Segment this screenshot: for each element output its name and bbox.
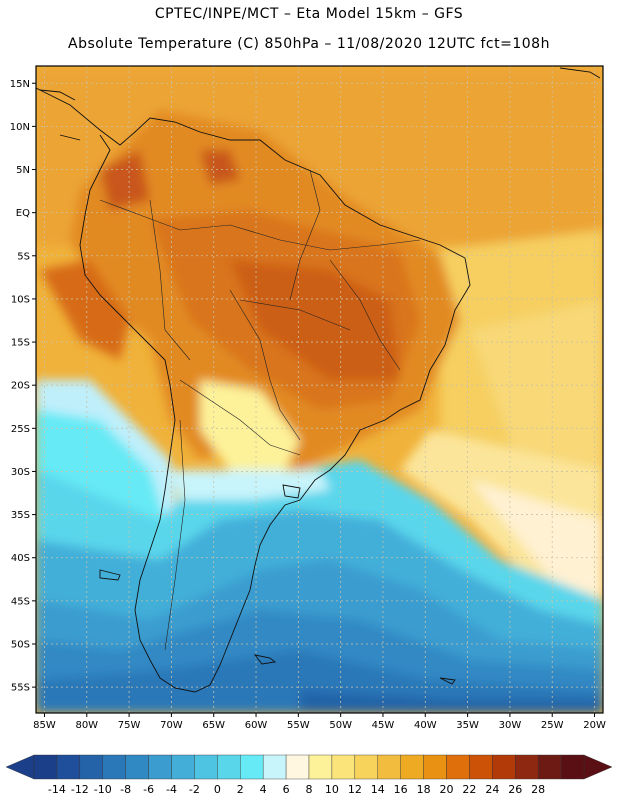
- lat-label: 10S: [11, 294, 30, 305]
- colorbar-swatch: [33, 754, 58, 780]
- lat-label: 30S: [11, 467, 30, 478]
- lon-label: 55W: [287, 720, 310, 731]
- colorbar-label: 24: [485, 783, 499, 796]
- lon-label: 85W: [33, 720, 56, 731]
- colorbar-swatch: [492, 754, 516, 780]
- colorbar-swatch: [79, 754, 103, 780]
- lon-label: 70W: [160, 720, 183, 731]
- temperature-field: [36, 66, 603, 713]
- colorbar-label: -12: [71, 783, 89, 796]
- colorbar-swatch: [515, 754, 539, 780]
- colorbar-label: 20: [440, 783, 454, 796]
- colorbar-swatch: [354, 754, 378, 780]
- colorbar-label: 14: [371, 783, 385, 796]
- lon-label: 65W: [202, 720, 225, 731]
- lat-label: EQ: [16, 208, 30, 219]
- colorbar-label: 10: [325, 783, 339, 796]
- lon-label: 30W: [499, 720, 522, 731]
- country-borders: [99, 169, 421, 651]
- coastline: [36, 67, 601, 693]
- map-title-line-1: CPTEC/INPE/MCT – Eta Model 15km – GFS: [154, 6, 464, 22]
- colorbar-label: 22: [462, 783, 476, 796]
- colorbar: -14 -12 -10 -8 -6 -4 -2 0 2 4 6 8 10 12 14 16 18 20 22 24 26…: [5, 754, 613, 796]
- lat-label: 5S: [17, 251, 30, 262]
- colorbar-label: 6: [283, 783, 290, 796]
- map-frame: [35, 65, 604, 714]
- latitude-axis: 15N 10N 5N EQ 5S 10S 15S 20S 25S 30S 35S 40S 45S 50S 5…: [10, 79, 36, 694]
- colorbar-label: 8: [306, 783, 313, 796]
- colorbar-label: 16: [394, 783, 408, 796]
- lon-label: 50W: [329, 720, 352, 731]
- lat-label: 20S: [11, 381, 30, 392]
- colorbar-label: 4: [260, 783, 267, 796]
- lon-label: 75W: [118, 720, 141, 731]
- lat-label: 35S: [11, 510, 30, 521]
- colorbar-swatch: [171, 754, 195, 780]
- longitude-axis: 85W 80W 75W 70W 65W 60W 55W 50W 45W 40W 35W 30W 25W 2…: [33, 713, 606, 731]
- colorbar-label: 12: [348, 783, 362, 796]
- lon-label: 60W: [245, 720, 268, 731]
- colorbar-swatch: [560, 754, 585, 780]
- colorbar-label: 0: [214, 783, 221, 796]
- colorbar-swatch: [217, 754, 241, 780]
- colorbar-swatch: [377, 754, 401, 780]
- lat-label: 45S: [11, 596, 30, 607]
- colorbar-swatch: [285, 754, 310, 780]
- colorbar-swatch: [537, 754, 562, 780]
- lat-label: 10N: [10, 122, 30, 133]
- lon-label: 35W: [456, 720, 479, 731]
- colorbar-label: 26: [508, 783, 522, 796]
- colorbar-swatch: [308, 754, 333, 780]
- colorbar-label: 18: [417, 783, 431, 796]
- lon-label: 45W: [372, 720, 395, 731]
- colorbar-low-arrow: [5, 754, 35, 780]
- lat-label: 15N: [10, 79, 30, 90]
- lat-label: 55S: [11, 683, 30, 694]
- colorbar-label: -10: [94, 783, 112, 796]
- colorbar-swatch: [194, 754, 218, 780]
- lat-label: 50S: [11, 639, 30, 650]
- colorbar-label: 2: [237, 783, 244, 796]
- colorbar-swatch: [331, 754, 356, 780]
- colorbar-swatch: [400, 754, 424, 780]
- lon-label: 80W: [75, 720, 98, 731]
- lat-label: 25S: [11, 424, 30, 435]
- colorbar-swatch: [56, 754, 81, 780]
- colorbar-label: 28: [531, 783, 545, 796]
- colorbar-label: -2: [189, 783, 200, 796]
- colorbar-swatch: [262, 754, 287, 780]
- colorbar-swatch: [148, 754, 172, 780]
- lon-label: 40W: [414, 720, 437, 731]
- colorbar-label: -4: [166, 783, 177, 796]
- colorbar-swatch: [423, 754, 447, 780]
- colorbar-label: -8: [120, 783, 131, 796]
- map-title-line-2: Absolute Temperature (C) 850hPa – 11/08/…: [68, 36, 550, 52]
- colorbar-swatch: [469, 754, 493, 780]
- lat-label: 5N: [16, 165, 30, 176]
- colorbar-swatch: [125, 754, 149, 780]
- colorbar-swatch: [102, 754, 126, 780]
- colorbar-label: -14: [48, 783, 66, 796]
- lon-label: 20W: [583, 720, 606, 731]
- lon-label: 25W: [541, 720, 564, 731]
- lat-label: 40S: [11, 553, 30, 564]
- colorbar-label: -6: [143, 783, 154, 796]
- colorbar-swatch: [446, 754, 470, 780]
- colorbar-high-arrow: [583, 754, 613, 780]
- lat-label: 15S: [11, 338, 30, 349]
- colorbar-swatch: [240, 754, 264, 780]
